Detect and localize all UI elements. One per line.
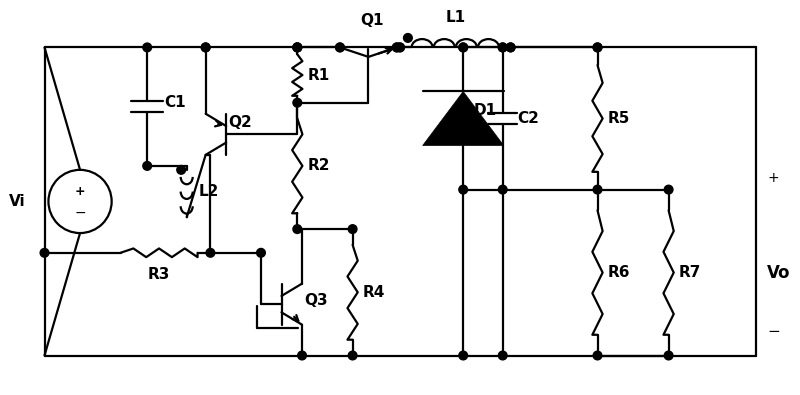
Text: Q1: Q1 bbox=[361, 13, 384, 28]
Circle shape bbox=[498, 43, 507, 52]
Circle shape bbox=[393, 43, 401, 52]
Circle shape bbox=[143, 162, 151, 170]
Text: L2: L2 bbox=[198, 184, 219, 199]
Circle shape bbox=[293, 43, 302, 52]
Circle shape bbox=[506, 43, 515, 52]
Circle shape bbox=[293, 225, 302, 233]
Circle shape bbox=[664, 185, 673, 194]
Text: C2: C2 bbox=[517, 111, 538, 126]
Circle shape bbox=[336, 43, 344, 52]
Text: R2: R2 bbox=[307, 158, 330, 173]
Circle shape bbox=[498, 43, 507, 52]
Text: Q3: Q3 bbox=[305, 293, 328, 308]
Circle shape bbox=[593, 185, 602, 194]
Text: L1: L1 bbox=[446, 10, 466, 25]
Circle shape bbox=[593, 43, 602, 52]
Text: Q2: Q2 bbox=[229, 115, 252, 130]
Circle shape bbox=[206, 248, 214, 257]
Circle shape bbox=[293, 43, 302, 52]
Circle shape bbox=[396, 43, 404, 52]
Circle shape bbox=[459, 185, 467, 194]
Circle shape bbox=[506, 43, 515, 52]
Circle shape bbox=[498, 185, 507, 194]
Text: R7: R7 bbox=[679, 265, 702, 280]
Text: Vo: Vo bbox=[767, 263, 791, 282]
Circle shape bbox=[293, 98, 302, 107]
Text: −: − bbox=[767, 324, 780, 339]
Circle shape bbox=[202, 43, 210, 52]
Circle shape bbox=[298, 351, 306, 360]
Polygon shape bbox=[422, 92, 504, 145]
Circle shape bbox=[348, 225, 357, 233]
Circle shape bbox=[202, 43, 210, 52]
Text: R1: R1 bbox=[307, 68, 330, 83]
Circle shape bbox=[393, 43, 401, 52]
Circle shape bbox=[593, 351, 602, 360]
Circle shape bbox=[177, 166, 186, 174]
Text: −: − bbox=[74, 206, 86, 220]
Text: R3: R3 bbox=[148, 267, 170, 282]
Circle shape bbox=[293, 43, 302, 52]
Text: R5: R5 bbox=[608, 111, 630, 126]
Circle shape bbox=[403, 34, 412, 42]
Circle shape bbox=[257, 248, 266, 257]
Circle shape bbox=[498, 351, 507, 360]
Text: R6: R6 bbox=[608, 265, 630, 280]
Circle shape bbox=[396, 43, 404, 52]
Text: C1: C1 bbox=[165, 95, 186, 110]
Circle shape bbox=[459, 43, 467, 52]
Circle shape bbox=[336, 43, 344, 52]
Circle shape bbox=[459, 43, 467, 52]
Circle shape bbox=[664, 351, 673, 360]
Text: D1: D1 bbox=[474, 103, 497, 118]
Text: R4: R4 bbox=[363, 285, 386, 300]
Circle shape bbox=[593, 43, 602, 52]
Text: Vi: Vi bbox=[9, 194, 25, 209]
Circle shape bbox=[40, 248, 49, 257]
Text: +: + bbox=[767, 171, 779, 185]
Circle shape bbox=[348, 351, 357, 360]
Circle shape bbox=[143, 43, 151, 52]
Text: +: + bbox=[74, 185, 86, 198]
Circle shape bbox=[459, 351, 467, 360]
